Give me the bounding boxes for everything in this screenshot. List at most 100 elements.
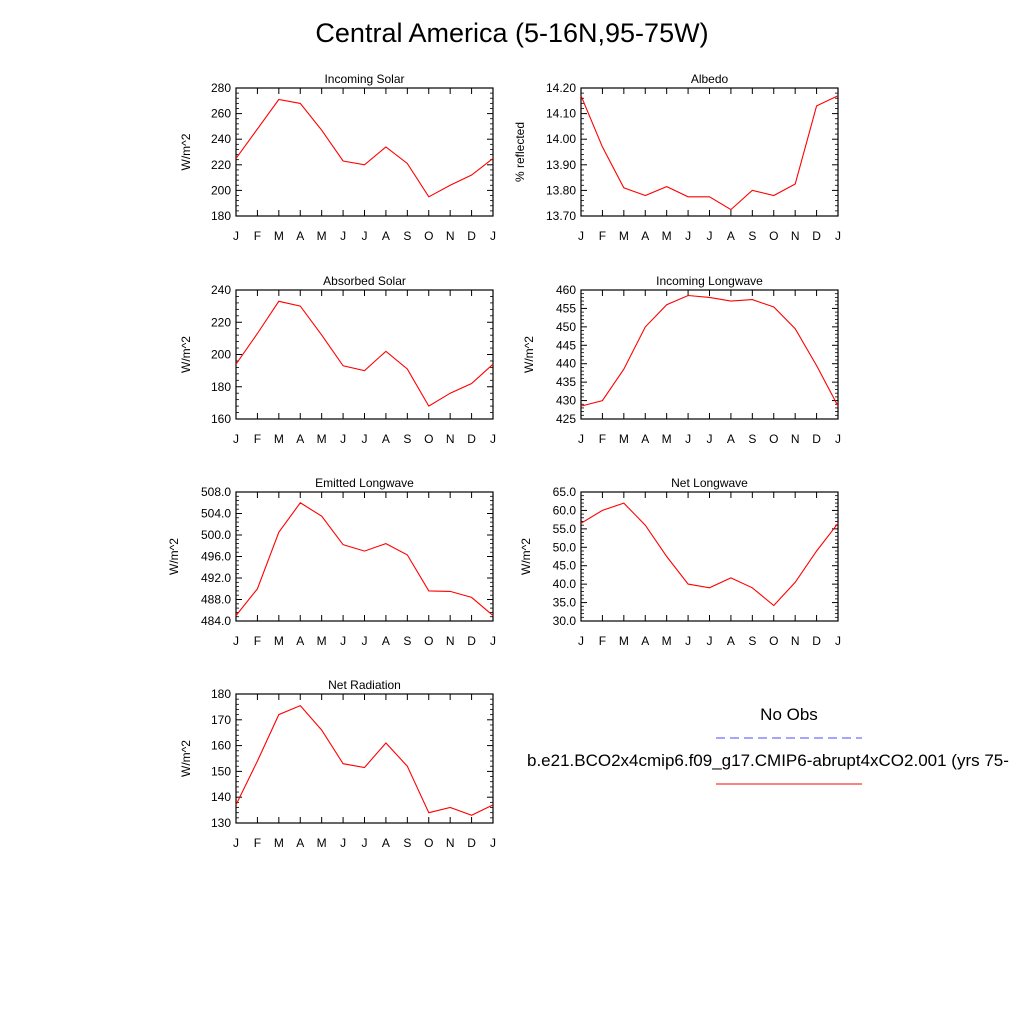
legend xyxy=(716,737,862,785)
y-tick-label: 13.80 xyxy=(546,183,576,197)
y-tick-label: 13.70 xyxy=(546,209,576,223)
y-tick-label: 55.0 xyxy=(553,522,577,536)
y-axis-label: W/m^2 xyxy=(179,740,193,777)
y-axis-label: W/m^2 xyxy=(519,538,533,575)
plot-frame xyxy=(235,491,494,622)
x-tick-label: J xyxy=(835,432,841,446)
y-tick-label: 14.00 xyxy=(546,132,576,146)
y-tick-label: 14.20 xyxy=(546,81,576,95)
panel-title: Absorbed Solar xyxy=(323,274,406,288)
y-tick-label: 65.0 xyxy=(553,485,577,499)
x-tick-label: A xyxy=(382,634,390,648)
y-tick-label: 492.0 xyxy=(201,571,231,585)
x-tick-label: A xyxy=(296,432,304,446)
x-tick-label: J xyxy=(340,229,346,243)
y-tick-label: 220 xyxy=(211,158,231,172)
x-tick-label: D xyxy=(812,229,821,243)
x-tick-label: N xyxy=(446,836,455,850)
y-tick-label: 240 xyxy=(211,132,231,146)
y-tick-label: 425 xyxy=(556,412,576,426)
x-tick-label: F xyxy=(254,432,261,446)
x-tick-label: J xyxy=(362,432,368,446)
x-tick-label: J xyxy=(362,836,368,850)
x-tick-label: N xyxy=(791,634,800,648)
x-tick-label: S xyxy=(403,229,411,243)
x-tick-label: O xyxy=(769,634,778,648)
x-tick-label: A xyxy=(727,634,735,648)
x-tick-label: J xyxy=(685,634,691,648)
x-tick-label: M xyxy=(317,229,327,243)
x-tick-label: J xyxy=(835,634,841,648)
x-tick-label: F xyxy=(599,432,606,446)
y-tick-label: 220 xyxy=(211,315,231,329)
x-tick-label: O xyxy=(424,634,433,648)
x-tick-label: N xyxy=(446,634,455,648)
y-tick-label: 60.0 xyxy=(553,503,577,517)
x-tick-label: J xyxy=(578,634,584,648)
y-tick-label: 496.0 xyxy=(201,550,231,564)
panel-title: Net Radiation xyxy=(328,678,401,692)
x-tick-label: S xyxy=(403,634,411,648)
x-tick-label: N xyxy=(791,229,800,243)
series-line-0 xyxy=(235,98,494,198)
x-tick-label: J xyxy=(233,634,239,648)
y-tick-label: 130 xyxy=(211,816,231,830)
x-tick-label: D xyxy=(812,634,821,648)
plot-frame xyxy=(235,289,494,420)
x-tick-label: D xyxy=(467,432,476,446)
y-tick-label: 484.0 xyxy=(201,614,231,628)
y-tick-label: 280 xyxy=(211,81,231,95)
y-tick-label: 455 xyxy=(556,301,576,315)
x-tick-label: S xyxy=(748,229,756,243)
x-tick-label: S xyxy=(403,836,411,850)
x-tick-label: A xyxy=(641,229,649,243)
x-tick-label: O xyxy=(769,229,778,243)
x-tick-label: S xyxy=(403,432,411,446)
x-tick-label: M xyxy=(662,229,672,243)
y-tick-label: 460 xyxy=(556,283,576,297)
plot-frame xyxy=(580,491,839,622)
plot-frame xyxy=(235,693,494,824)
x-tick-label: F xyxy=(254,229,261,243)
x-tick-label: M xyxy=(662,432,672,446)
x-tick-label: J xyxy=(340,634,346,648)
series-line-0 xyxy=(580,294,839,407)
x-tick-label: M xyxy=(619,229,629,243)
y-tick-label: 13.90 xyxy=(546,158,576,172)
x-tick-label: M xyxy=(619,634,629,648)
x-tick-label: S xyxy=(748,432,756,446)
series-line-0 xyxy=(235,704,494,816)
x-tick-label: N xyxy=(446,432,455,446)
y-tick-label: 200 xyxy=(211,348,231,362)
y-tick-label: 500.0 xyxy=(201,528,231,542)
x-tick-label: A xyxy=(382,229,390,243)
x-tick-label: O xyxy=(769,432,778,446)
legend-obs-label: No Obs xyxy=(760,705,818,724)
y-tick-label: 160 xyxy=(211,412,231,426)
y-tick-label: 140 xyxy=(211,790,231,804)
x-tick-label: A xyxy=(727,229,735,243)
series-line-0 xyxy=(580,502,839,607)
y-tick-label: 50.0 xyxy=(553,540,577,554)
x-tick-label: J xyxy=(490,836,496,850)
panel-title: Incoming Longwave xyxy=(656,274,763,288)
y-tick-label: 260 xyxy=(211,107,231,121)
x-tick-label: A xyxy=(296,836,304,850)
y-tick-label: 240 xyxy=(211,283,231,297)
x-tick-label: J xyxy=(490,432,496,446)
y-tick-label: 30.0 xyxy=(553,614,577,628)
plot-frame xyxy=(580,289,839,420)
panel-title: Albedo xyxy=(691,72,729,86)
x-tick-label: J xyxy=(362,634,368,648)
y-tick-label: 150 xyxy=(211,764,231,778)
y-tick-label: 180 xyxy=(211,209,231,223)
y-axis-label: W/m^2 xyxy=(167,538,181,575)
series-line-0 xyxy=(235,300,494,407)
x-tick-label: D xyxy=(467,836,476,850)
panel-title: Incoming Solar xyxy=(324,72,404,86)
